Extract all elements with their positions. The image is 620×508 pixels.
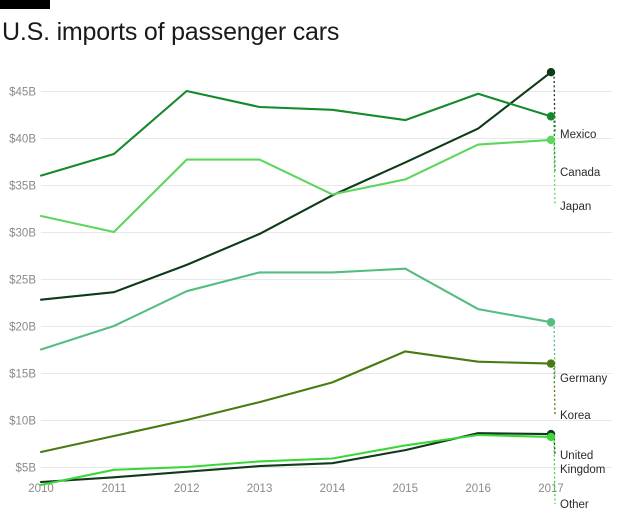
x-axis-tick-label: 2012 <box>174 483 200 495</box>
page-title: U.S. imports of passenger cars <box>2 18 340 46</box>
x-axis-tick-label: 2013 <box>247 483 273 495</box>
series-line-japan <box>39 138 553 234</box>
series-endpoint-other <box>546 432 556 442</box>
x-axis-labels-group: 2010 2011 2012 2013 2014 2015 2016 2017 <box>28 483 564 495</box>
x-axis-tick-label: 2017 <box>538 483 564 495</box>
y-axis-tick-label: $15B <box>9 369 36 381</box>
y-axis-tick-label: $45B <box>9 87 36 99</box>
y-axis-tick-label: $20B <box>9 322 36 334</box>
series-endpoint-germany <box>546 318 556 327</box>
series-endpoint-korea <box>546 359 556 368</box>
series-line-other <box>39 433 553 486</box>
x-axis-tick-label: 2011 <box>101 483 126 495</box>
series-endpoint-mexico <box>546 68 556 77</box>
y-axis-tick-label: $10B <box>9 416 36 428</box>
line-chart: $5B $10B $15B $20B $25B $30B $35B $40B $45B 2010… <box>9 68 612 508</box>
gridlines-group <box>41 91 612 468</box>
series-endpoint-dots-group <box>546 68 556 442</box>
legend-label-korea[interactable]: Korea <box>560 410 591 422</box>
series-lines-group <box>39 71 553 486</box>
legend-leader-japan <box>553 139 556 207</box>
x-axis-tick-label: 2016 <box>465 483 491 495</box>
legend-label-canada[interactable]: Canada <box>560 167 601 179</box>
legend-label-germany[interactable]: Germany <box>560 373 608 385</box>
brand-bar <box>0 0 50 9</box>
series-endpoint-japan <box>546 135 556 145</box>
x-axis-tick-label: 2014 <box>320 483 346 495</box>
x-axis-tick-label: 2010 <box>28 483 54 495</box>
y-axis-tick-label: $35B <box>9 181 36 193</box>
chart-plot-area: $5B $10B $15B $20B $25B $30B $35B $40B $45B 2010… <box>0 56 620 508</box>
series-line-mexico <box>39 71 553 301</box>
leader-lines-group <box>553 72 556 505</box>
legend-leader-united-kingdom <box>553 434 556 456</box>
series-endpoint-canada <box>546 112 556 121</box>
y-axis-tick-label: $30B <box>9 228 36 240</box>
legend-label-mexico[interactable]: Mexico <box>560 129 596 141</box>
legend-label-other[interactable]: Other <box>560 499 589 508</box>
legend-leader-germany <box>553 322 556 379</box>
legend-leader-canada <box>553 116 556 173</box>
legend-group: Mexico Canada Japan Germany Korea United Kingd… <box>560 129 608 508</box>
y-axis-tick-label: $40B <box>9 134 36 146</box>
legend-leader-mexico <box>553 72 556 135</box>
legend-label-united-kingdom[interactable]: United Kingdom <box>560 450 605 476</box>
y-axis-tick-label: $25B <box>9 275 36 287</box>
y-axis-tick-label: $5B <box>16 463 37 475</box>
series-line-korea <box>39 350 553 454</box>
legend-label-japan[interactable]: Japan <box>560 201 591 213</box>
series-line-united-kingdom <box>39 432 553 484</box>
series-line-canada <box>39 89 553 177</box>
y-axis-labels-group: $5B $10B $15B $20B $25B $30B $35B $40B $45B <box>9 87 36 475</box>
series-line-germany <box>39 267 553 351</box>
x-axis-tick-label: 2015 <box>392 483 418 495</box>
